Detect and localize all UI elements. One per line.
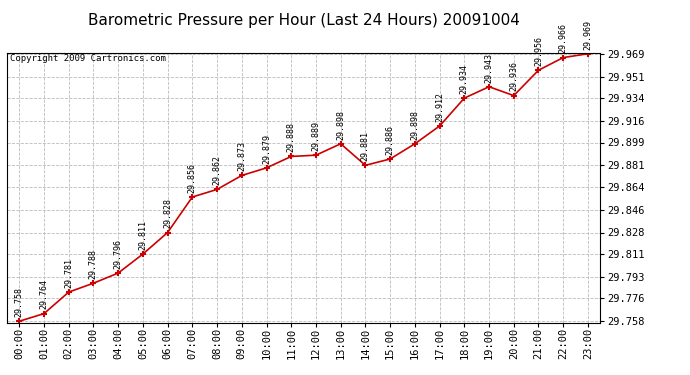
Text: 29.934: 29.934: [460, 64, 469, 94]
Text: 29.889: 29.889: [311, 121, 320, 151]
Text: Barometric Pressure per Hour (Last 24 Hours) 20091004: Barometric Pressure per Hour (Last 24 Ho…: [88, 13, 520, 28]
Text: 29.764: 29.764: [39, 279, 48, 309]
Text: 29.956: 29.956: [534, 36, 543, 66]
Text: 29.912: 29.912: [435, 92, 444, 122]
Text: 29.811: 29.811: [139, 220, 148, 250]
Text: 29.781: 29.781: [64, 258, 73, 288]
Text: 29.898: 29.898: [336, 110, 345, 140]
Text: 29.966: 29.966: [559, 23, 568, 53]
Text: 29.788: 29.788: [89, 249, 98, 279]
Text: 29.873: 29.873: [237, 141, 246, 171]
Text: 29.856: 29.856: [188, 163, 197, 193]
Text: 29.969: 29.969: [584, 20, 593, 50]
Text: 29.758: 29.758: [14, 287, 23, 317]
Text: 29.936: 29.936: [509, 62, 518, 92]
Text: 29.881: 29.881: [361, 131, 370, 161]
Text: 29.888: 29.888: [287, 122, 296, 152]
Text: 29.862: 29.862: [213, 155, 221, 185]
Text: 29.898: 29.898: [411, 110, 420, 140]
Text: 29.828: 29.828: [163, 198, 172, 228]
Text: Copyright 2009 Cartronics.com: Copyright 2009 Cartronics.com: [10, 54, 166, 63]
Text: 29.886: 29.886: [386, 125, 395, 155]
Text: 29.879: 29.879: [262, 134, 271, 164]
Text: 29.796: 29.796: [114, 239, 123, 269]
Text: 29.943: 29.943: [484, 53, 493, 82]
